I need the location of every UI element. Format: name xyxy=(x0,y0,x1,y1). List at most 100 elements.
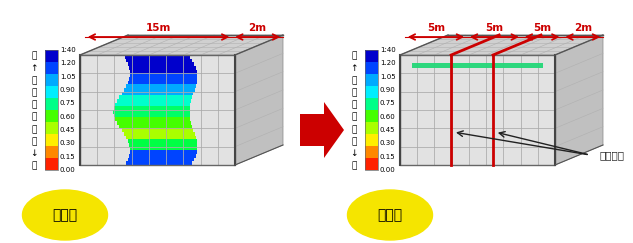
Bar xyxy=(120,95,192,99)
Bar xyxy=(365,122,378,134)
Text: 0.30: 0.30 xyxy=(380,140,396,146)
Bar xyxy=(130,147,197,150)
Bar xyxy=(45,86,58,98)
Text: ↓: ↓ xyxy=(30,149,38,158)
Bar xyxy=(124,88,194,92)
Text: 大: 大 xyxy=(351,52,356,61)
Text: 0.90: 0.90 xyxy=(380,87,396,93)
Polygon shape xyxy=(80,35,283,55)
Text: 割: 割 xyxy=(351,100,356,109)
Text: 5m: 5m xyxy=(486,23,503,33)
Bar xyxy=(130,70,197,73)
Bar xyxy=(126,136,196,139)
Text: 0.45: 0.45 xyxy=(380,127,396,133)
Bar xyxy=(80,55,235,165)
Bar xyxy=(45,146,58,158)
Bar xyxy=(122,128,193,132)
Polygon shape xyxy=(235,35,283,165)
Bar xyxy=(127,59,192,62)
Ellipse shape xyxy=(348,190,432,240)
Bar xyxy=(365,134,378,146)
Ellipse shape xyxy=(23,190,108,240)
Bar xyxy=(365,74,378,86)
Text: 数: 数 xyxy=(351,137,356,146)
Bar xyxy=(125,55,191,59)
Text: ひ: ひ xyxy=(351,76,356,85)
Bar xyxy=(45,50,58,62)
Bar xyxy=(130,150,197,154)
Text: れ: れ xyxy=(31,113,37,122)
Bar xyxy=(114,114,190,117)
Bar xyxy=(128,139,197,143)
Polygon shape xyxy=(400,55,555,165)
Text: 2m: 2m xyxy=(573,23,592,33)
Text: 1:40: 1:40 xyxy=(380,47,396,53)
Bar xyxy=(365,50,378,170)
Bar xyxy=(45,134,58,146)
Bar xyxy=(400,55,555,165)
Bar xyxy=(45,74,58,86)
Bar xyxy=(365,86,378,98)
Text: 1.20: 1.20 xyxy=(380,60,396,66)
Text: ひ: ひ xyxy=(31,76,37,85)
Text: 対策前: 対策前 xyxy=(53,208,78,222)
Text: び: び xyxy=(31,88,37,97)
Text: 0.00: 0.00 xyxy=(60,167,76,173)
Bar xyxy=(124,132,194,136)
Bar xyxy=(365,62,378,74)
Text: 数: 数 xyxy=(31,137,37,146)
Bar xyxy=(130,73,197,77)
Bar xyxy=(45,62,58,74)
Text: 15m: 15m xyxy=(146,23,171,33)
Text: 大: 大 xyxy=(31,52,37,61)
Text: 0.15: 0.15 xyxy=(60,154,75,160)
Bar xyxy=(128,81,197,84)
Text: 2m: 2m xyxy=(249,23,266,33)
Text: ↑: ↑ xyxy=(350,64,358,73)
Bar xyxy=(129,154,196,158)
Polygon shape xyxy=(300,102,344,158)
Text: 小: 小 xyxy=(31,162,37,171)
Bar xyxy=(365,110,378,122)
Bar xyxy=(45,110,58,122)
Text: 5m: 5m xyxy=(533,23,551,33)
Bar xyxy=(117,121,191,125)
Bar xyxy=(365,146,378,158)
Text: 0.45: 0.45 xyxy=(60,127,75,133)
Bar xyxy=(117,99,191,103)
Bar xyxy=(45,158,58,170)
Text: 0.75: 0.75 xyxy=(380,100,396,106)
Bar xyxy=(45,122,58,134)
Text: ↑: ↑ xyxy=(30,64,38,73)
Text: 0.60: 0.60 xyxy=(380,114,396,120)
Text: 対策後: 対策後 xyxy=(377,208,403,222)
Bar xyxy=(365,158,378,170)
Bar xyxy=(120,125,192,128)
Bar xyxy=(114,106,190,110)
Bar xyxy=(365,98,378,110)
Text: 1.05: 1.05 xyxy=(60,74,75,80)
Bar xyxy=(45,98,58,110)
Bar xyxy=(115,117,190,121)
Text: 0.30: 0.30 xyxy=(60,140,76,146)
Text: 5m: 5m xyxy=(427,23,445,33)
Bar xyxy=(413,63,542,68)
Text: 小: 小 xyxy=(351,162,356,171)
Bar xyxy=(365,50,378,62)
Bar xyxy=(122,92,193,95)
Text: れ: れ xyxy=(351,113,356,122)
Text: 1.20: 1.20 xyxy=(60,60,75,66)
Bar xyxy=(129,143,197,147)
Text: 1.05: 1.05 xyxy=(380,74,396,80)
Text: 中間継目: 中間継目 xyxy=(600,150,625,160)
Bar xyxy=(129,77,197,81)
Text: ↓: ↓ xyxy=(350,149,358,158)
Bar xyxy=(128,158,194,161)
Bar xyxy=(126,84,196,88)
Text: 割: 割 xyxy=(31,100,37,109)
Text: 0.15: 0.15 xyxy=(380,154,396,160)
Bar xyxy=(129,66,196,70)
Bar xyxy=(127,161,192,165)
Bar xyxy=(128,62,194,66)
Text: 0.00: 0.00 xyxy=(380,167,396,173)
